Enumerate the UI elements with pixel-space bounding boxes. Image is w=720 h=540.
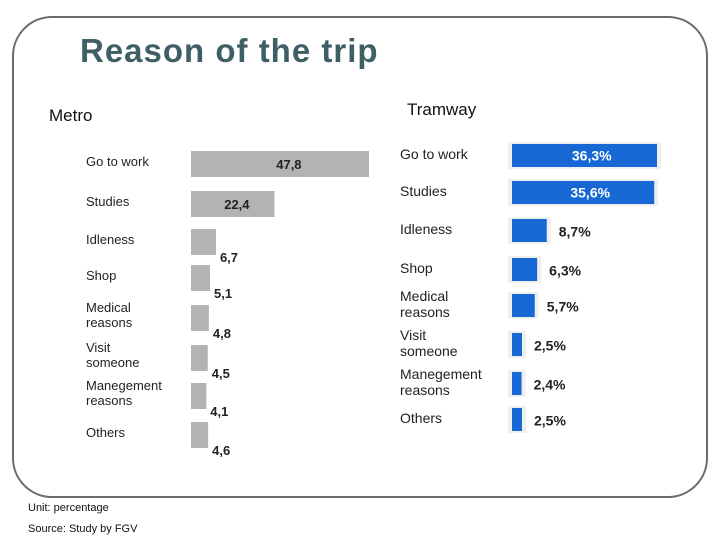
category-label: Idleness (86, 232, 135, 247)
bar (191, 229, 216, 255)
value-label: 8,7% (559, 224, 591, 240)
value-label: 36,3% (572, 148, 612, 164)
category-label: Go to work (400, 146, 469, 162)
category-label: Shop (400, 260, 433, 276)
metro-chart-title: Metro (49, 106, 93, 125)
value-label: 2,5% (534, 413, 566, 429)
bar (512, 144, 657, 167)
category-label: Visit someone (86, 340, 139, 370)
category-label: Studies (400, 183, 447, 199)
bar (512, 294, 535, 317)
page-title: Reason of the trip (80, 32, 379, 69)
value-label: 6,3% (549, 263, 581, 279)
bar (191, 265, 210, 291)
value-label: 4,6 (212, 443, 230, 458)
bar (512, 333, 522, 356)
bar (512, 258, 538, 281)
value-label: 5,7% (547, 299, 579, 315)
bar (191, 305, 209, 331)
bar (191, 151, 369, 177)
bar (512, 372, 522, 395)
category-label: Studies (86, 194, 130, 209)
bar (191, 383, 207, 409)
value-label: 22,4 (224, 197, 250, 212)
unit-note: Unit: percentage (28, 502, 109, 514)
value-label: 5,1 (214, 286, 232, 301)
category-label: Medical reasons (400, 288, 450, 320)
value-label: 4,8 (213, 326, 231, 341)
metro-bar-chart: Go to work 47,8 Studies 22,4 Idleness 6,7 Shop… (86, 151, 369, 458)
category-label: Idleness (400, 221, 452, 237)
value-label: 47,8 (276, 157, 301, 172)
bar (191, 422, 209, 448)
category-label: Manegement reasons (400, 366, 482, 398)
category-label: Medical reasons (86, 300, 133, 330)
category-label: Shop (86, 268, 116, 283)
value-label: 4,1 (210, 404, 228, 419)
value-label: 2,4% (534, 377, 566, 393)
value-label: 35,6% (570, 185, 610, 201)
slide-frame (12, 16, 708, 498)
bar (191, 345, 208, 371)
bar (512, 219, 547, 242)
category-label: Others (400, 410, 442, 426)
tramway-bar-chart: Go to work 36,3% Studies 35,6% Idleness 8,7% S… (400, 142, 661, 433)
value-label: 6,7 (220, 250, 238, 265)
value-label: 2,5% (534, 338, 566, 354)
bar (512, 408, 522, 431)
category-label: Manegement reasons (86, 378, 162, 408)
category-label: Others (86, 425, 126, 440)
value-label: 4,5 (212, 366, 230, 381)
bar (191, 191, 275, 217)
category-label: Visit someone (400, 327, 458, 359)
bar (512, 181, 655, 204)
category-label: Go to work (86, 154, 149, 169)
tramway-chart-title: Tramway (407, 100, 477, 119)
source-note: Source: Study by FGV (28, 523, 138, 535)
